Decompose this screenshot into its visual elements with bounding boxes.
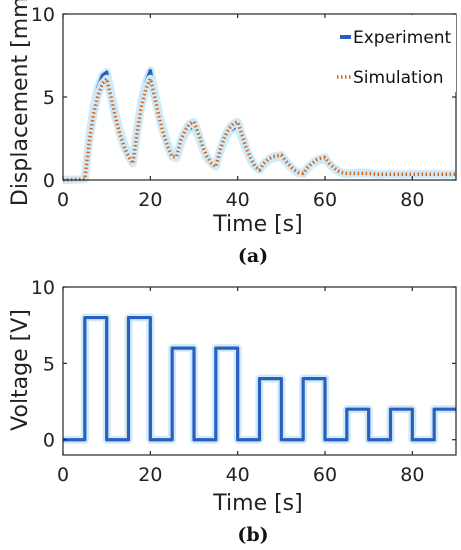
voltage-xlabel: Time [s] bbox=[212, 491, 302, 516]
displacement-xtick-label: 0 bbox=[57, 189, 69, 211]
legend-experiment-label: Experiment bbox=[353, 28, 452, 48]
displacement-xtick-label: 40 bbox=[226, 189, 250, 211]
displacement-xtick-label: 60 bbox=[313, 189, 337, 211]
displacement-ytick-label: 0 bbox=[43, 170, 55, 192]
displacement-ytick-label: 5 bbox=[43, 87, 55, 109]
displacement-tick-labels: 0 20 40 60 80 0 5 10 bbox=[31, 4, 425, 211]
voltage-ytick-label: 10 bbox=[31, 277, 55, 299]
voltage-series-line bbox=[63, 315, 456, 442]
caption-a: (a) bbox=[238, 245, 268, 267]
displacement-xtick-label: 80 bbox=[400, 189, 424, 211]
voltage-xtick-label: 20 bbox=[138, 464, 162, 486]
voltage-ytick-label: 0 bbox=[43, 430, 55, 452]
displacement-series-simulation bbox=[62, 76, 456, 182]
voltage-ylabel: Voltage [V] bbox=[8, 309, 33, 431]
displacement-chart: 0 20 40 60 80 0 5 10 Displacement [mm] Time [s]… bbox=[8, 0, 457, 267]
voltage-xtick-label: 40 bbox=[226, 464, 250, 486]
voltage-tick-labels: 0 20 40 60 80 0 5 10 bbox=[31, 277, 425, 486]
voltage-xtick-label: 80 bbox=[400, 464, 424, 486]
displacement-xlabel: Time [s] bbox=[212, 212, 302, 237]
legend: Experiment Simulation bbox=[335, 15, 456, 92]
legend-box bbox=[335, 15, 456, 92]
voltage-ytick-label: 5 bbox=[43, 353, 55, 375]
voltage-axes-box bbox=[62, 286, 457, 456]
caption-b: (b) bbox=[237, 524, 268, 546]
displacement-series-simulation-halo bbox=[62, 74, 456, 184]
voltage-xtick-label: 0 bbox=[57, 464, 69, 486]
displacement-axes bbox=[62, 13, 457, 181]
displacement-ytick-label: 10 bbox=[31, 4, 55, 26]
displacement-xtick-label: 20 bbox=[138, 189, 162, 211]
voltage-series-layer bbox=[63, 313, 456, 444]
voltage-xtick-label: 60 bbox=[313, 464, 337, 486]
voltage-chart: 0 20 40 60 80 0 5 10 Voltage [V] Time [s] (b) bbox=[8, 277, 457, 546]
displacement-series-layer bbox=[62, 66, 457, 184]
voltage-axes bbox=[62, 286, 457, 456]
legend-simulation-label: Simulation bbox=[353, 68, 444, 88]
displacement-ylabel: Displacement [mm] bbox=[8, 0, 33, 206]
